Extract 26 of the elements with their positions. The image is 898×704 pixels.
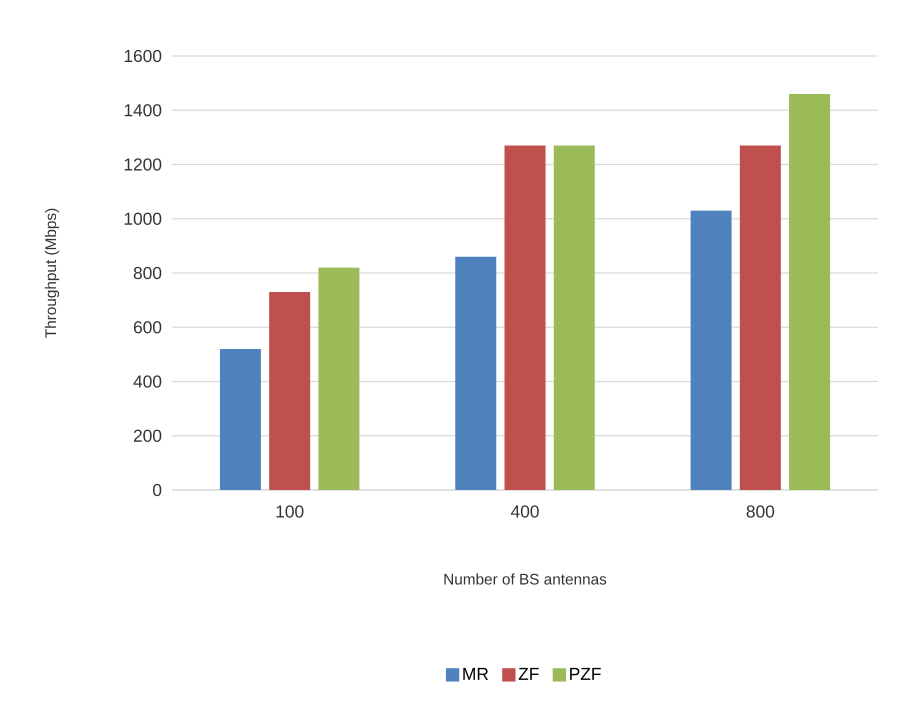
bar (740, 146, 781, 490)
bar (269, 292, 310, 490)
bar (690, 210, 732, 490)
bar (220, 348, 261, 490)
bar (789, 94, 830, 490)
y-axis-title: Throughput (Mbps) (44, 208, 60, 338)
y-tick-label: 200 (134, 430, 162, 442)
bar (554, 146, 595, 490)
legend-label: PZF (570, 668, 601, 680)
y-tick-label: 1200 (124, 158, 162, 171)
bar (455, 256, 496, 490)
legend-label: MR (463, 668, 488, 680)
x-tick-label: 800 (746, 505, 774, 518)
y-tick-label: 0 (152, 484, 162, 496)
y-tick-label: 600 (134, 321, 162, 334)
bar (504, 146, 546, 490)
x-tick-label: 400 (510, 505, 539, 518)
y-tick-label: 1600 (124, 50, 162, 62)
y-tick-label: 1400 (124, 104, 162, 116)
legend-label: ZF (518, 668, 539, 680)
bar (318, 268, 360, 490)
y-tick-label: 1000 (124, 212, 162, 225)
y-tick-label: 400 (133, 375, 162, 388)
x-tick-label: 100 (276, 505, 304, 518)
x-axis-title: Number of BS antennas (444, 573, 606, 585)
y-tick-label: 800 (134, 266, 162, 280)
